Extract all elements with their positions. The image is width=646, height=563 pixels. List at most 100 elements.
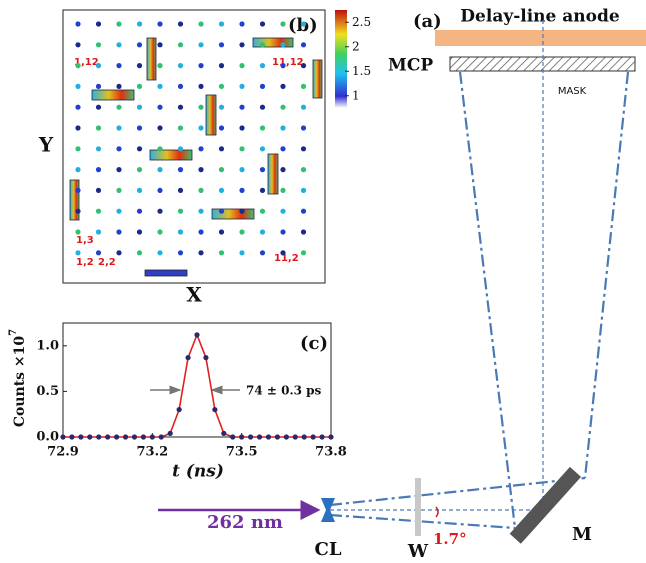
data-point — [177, 407, 182, 412]
spot — [116, 209, 121, 214]
panel-label: (a) — [413, 11, 442, 32]
spot — [75, 146, 80, 151]
spot — [239, 125, 244, 130]
spot — [96, 209, 101, 214]
spot-label: 1,3 — [76, 235, 94, 246]
spot-label: 1,2 — [76, 257, 94, 268]
mcp-label: MCP — [388, 56, 433, 76]
window — [415, 478, 421, 536]
spot — [260, 209, 265, 214]
angle-label: 1.7° — [433, 530, 467, 548]
spot — [116, 146, 121, 151]
spot — [157, 63, 162, 68]
spot — [219, 188, 224, 193]
data-point — [150, 434, 155, 439]
spot — [75, 21, 80, 26]
figure: Delay-line anode (a) MCP MASK M W 1.7° C… — [0, 0, 646, 563]
anode-bar — [435, 30, 646, 46]
spot — [157, 167, 162, 172]
spot — [198, 188, 203, 193]
spot — [157, 21, 162, 26]
angle-arc — [436, 507, 438, 517]
spot — [75, 105, 80, 110]
spot — [219, 146, 224, 151]
spot-label: 2,2 — [98, 257, 116, 268]
spot — [178, 250, 183, 255]
data-point — [311, 434, 316, 439]
data-point — [105, 434, 110, 439]
spot — [116, 229, 121, 234]
data-point — [203, 355, 208, 360]
spot — [75, 209, 80, 214]
spot — [219, 84, 224, 89]
spot — [75, 84, 80, 89]
spot — [301, 42, 306, 47]
spot — [260, 105, 265, 110]
spot — [178, 84, 183, 89]
spot — [280, 146, 285, 151]
data-point — [168, 431, 173, 436]
spot — [260, 229, 265, 234]
spot — [137, 63, 142, 68]
data-point — [257, 434, 262, 439]
spot — [137, 250, 142, 255]
spot — [239, 63, 244, 68]
spot — [178, 125, 183, 130]
spot — [219, 229, 224, 234]
spot — [157, 105, 162, 110]
spot — [260, 63, 265, 68]
plot-frame — [63, 323, 331, 437]
spot — [137, 42, 142, 47]
data-point — [96, 434, 101, 439]
spot — [137, 105, 142, 110]
spot — [301, 229, 306, 234]
spot — [198, 63, 203, 68]
spot — [96, 42, 101, 47]
spot — [301, 250, 306, 255]
spot — [280, 188, 285, 193]
colorbar-tick-label: 2 — [352, 39, 360, 53]
x-label: X — [186, 283, 202, 307]
spot — [301, 21, 306, 26]
x-label: t (ns) — [172, 462, 224, 482]
spot — [239, 209, 244, 214]
spot — [239, 188, 244, 193]
spot — [280, 21, 285, 26]
axis-lines — [330, 20, 545, 510]
y-tick-label: 1.0 — [36, 338, 59, 353]
data-point — [60, 434, 65, 439]
spot — [301, 146, 306, 151]
spot — [75, 188, 80, 193]
heatmap-frame — [63, 10, 325, 283]
heatmap: (b) X Y 1,12 11,12 1,3 1,2 2,2 11,2 11.5… — [38, 10, 371, 307]
spot — [239, 84, 244, 89]
spot — [116, 188, 121, 193]
data-point — [275, 434, 280, 439]
spot — [96, 250, 101, 255]
data-point — [159, 434, 164, 439]
spot — [280, 167, 285, 172]
data-point — [185, 355, 190, 360]
spot — [301, 125, 306, 130]
mirror — [510, 467, 581, 544]
spot — [301, 167, 306, 172]
y-tick-label: 0.5 — [36, 384, 59, 399]
y-label-exponent: 7 — [8, 329, 19, 336]
spot — [198, 125, 203, 130]
spot — [157, 42, 162, 47]
spot — [280, 229, 285, 234]
data-point — [212, 407, 217, 412]
spot — [260, 188, 265, 193]
data-point — [221, 431, 226, 436]
spot-label: 11,2 — [274, 253, 299, 264]
spot — [239, 146, 244, 151]
spot — [75, 42, 80, 47]
spot — [260, 42, 265, 47]
spot — [137, 229, 142, 234]
window-label: W — [407, 541, 429, 562]
spot — [96, 105, 101, 110]
data-point — [132, 434, 137, 439]
y-label: Y — [38, 133, 54, 157]
spot — [260, 167, 265, 172]
spot — [280, 105, 285, 110]
